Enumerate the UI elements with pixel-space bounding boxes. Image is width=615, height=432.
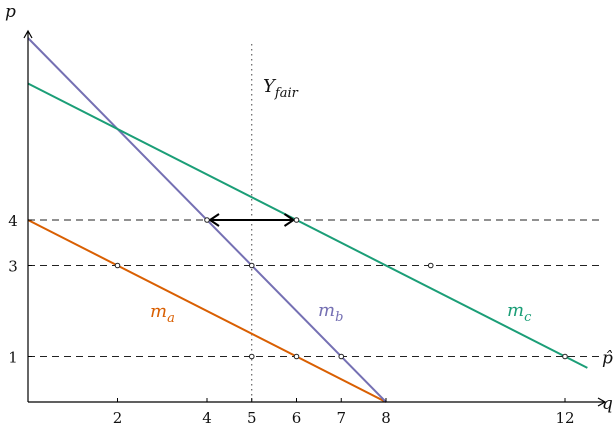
marker-point (114, 262, 121, 269)
y-axis-label: p (5, 2, 16, 22)
double-arrow (208, 213, 296, 227)
y-axis-arrow (23, 29, 33, 39)
arrow-head-left (208, 213, 220, 227)
series-line-m-c (27, 82, 588, 369)
series-label-m-c-main: m (507, 300, 524, 321)
fair-share-label-main: Y (263, 76, 277, 97)
series-label-m-a-sub: a (167, 311, 175, 326)
series-label-m-b: mb (318, 300, 343, 325)
fair-share-label-sub: fair (274, 86, 299, 101)
marker-point (204, 217, 210, 223)
marker-point (293, 217, 300, 223)
axes (23, 29, 607, 407)
marker-point (248, 262, 255, 269)
y-tick-label: 3 (8, 258, 18, 276)
marker-point (248, 353, 255, 360)
series-label-m-a-main: m (150, 301, 167, 322)
series-label-m-b-main: m (318, 300, 335, 321)
x-axis-arrow (597, 397, 607, 407)
series-label-m-c-sub: c (524, 310, 532, 325)
marker-point (562, 353, 568, 360)
fair-share-label: Yfair (263, 76, 299, 101)
x-tick-label: 6 (292, 409, 302, 427)
x-tick-label: 4 (202, 409, 212, 427)
x-tick-label: 8 (381, 409, 391, 427)
x-axis-label: q (602, 394, 613, 414)
tick-labels: 2 4 5 6 7 8 12 1 3 4 (8, 212, 574, 427)
marker-point (293, 353, 300, 360)
y-tick-label: 4 (8, 212, 18, 230)
y-tick-label: 1 (8, 349, 18, 367)
series-label-m-c: mc (507, 300, 532, 325)
series-line-m-a (27, 219, 387, 403)
hline-label: p̂ (602, 349, 613, 369)
series-label-m-b-sub: b (335, 310, 343, 325)
arrow-head-right (283, 213, 296, 227)
x-tick-label: 5 (247, 409, 257, 427)
intersection-markers (114, 217, 568, 360)
x-tick-label: 12 (555, 409, 574, 427)
series-label-m-a: ma (150, 301, 175, 326)
dashed-reference-lines: p̂ (28, 219, 613, 369)
marker-point (338, 353, 345, 360)
marker-point (427, 262, 434, 269)
x-tick-label: 7 (336, 409, 346, 427)
x-tick-label: 2 (113, 409, 123, 427)
